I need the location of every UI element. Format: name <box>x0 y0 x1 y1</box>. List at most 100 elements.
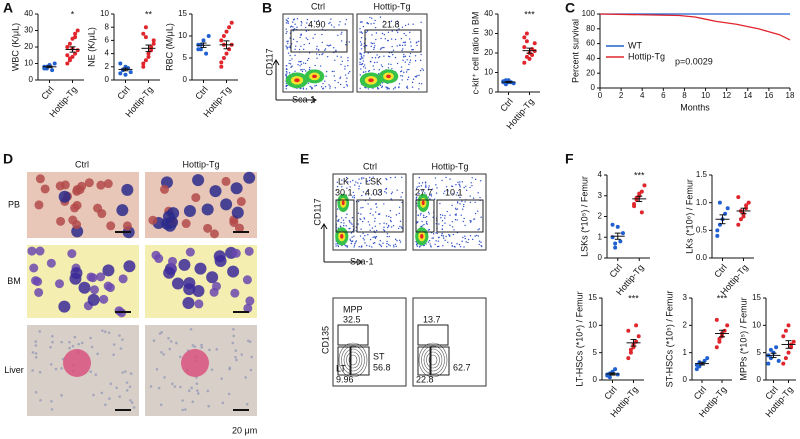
y-axis-label: CD135 <box>320 326 330 354</box>
cell <box>221 401 225 405</box>
flow-event <box>358 178 360 180</box>
cell <box>234 349 238 352</box>
flow-event <box>457 181 459 184</box>
flow-event <box>360 43 363 45</box>
flow-event <box>427 189 429 191</box>
flow-event <box>444 215 446 217</box>
flow-event <box>403 32 405 35</box>
flow-event <box>418 176 421 179</box>
cell <box>118 395 121 398</box>
cell <box>125 389 129 392</box>
flow-event <box>372 214 374 216</box>
flow-event <box>313 20 316 22</box>
flow-event <box>361 56 363 59</box>
flow-event <box>345 225 347 227</box>
cell <box>38 330 42 333</box>
flow-event <box>389 210 392 212</box>
y-tick-label: 0 <box>593 375 598 384</box>
flow-event <box>474 235 476 237</box>
data-point <box>636 334 641 339</box>
flow-event <box>420 21 422 24</box>
flow-event <box>285 68 288 70</box>
cell <box>171 277 184 290</box>
data-point <box>725 206 730 211</box>
flow-event <box>359 58 362 60</box>
flow-event <box>300 63 303 65</box>
gate <box>350 346 370 376</box>
flow-event <box>368 179 371 182</box>
flow-event <box>330 24 333 26</box>
flow-event <box>363 55 365 57</box>
flow-event <box>425 184 427 186</box>
row-label: PB <box>8 199 20 209</box>
cell <box>34 344 38 347</box>
cell <box>159 184 169 194</box>
cell <box>108 397 111 400</box>
data-point <box>224 29 229 34</box>
gate-value: 30.1 <box>335 187 353 197</box>
flow-event <box>430 193 432 195</box>
data-point <box>224 51 229 56</box>
cell <box>201 203 214 216</box>
cell <box>70 203 80 213</box>
flow-event <box>360 68 362 70</box>
flow-event <box>456 243 458 245</box>
liver-lesion <box>181 349 209 377</box>
flow-event <box>422 214 425 217</box>
flow-event <box>337 81 339 84</box>
flow-event <box>379 244 382 246</box>
flow-event <box>355 181 357 183</box>
cell <box>193 345 197 348</box>
cell <box>34 390 38 394</box>
flow-event <box>286 72 288 74</box>
flow-event <box>382 242 384 244</box>
flow-event <box>394 56 397 59</box>
gate <box>290 29 348 53</box>
flow-event <box>289 26 292 28</box>
flow-event <box>419 214 422 216</box>
flow-event <box>391 68 393 70</box>
flow-event <box>451 185 454 188</box>
flow-event <box>383 203 385 205</box>
flow-event <box>386 226 389 229</box>
flow-event <box>359 61 361 64</box>
cell <box>92 393 95 397</box>
flow-event <box>418 182 421 184</box>
x-tick-label: Ctrl <box>115 84 132 101</box>
flow-event <box>360 44 362 47</box>
flow-event <box>469 195 471 197</box>
flow-event <box>375 235 378 238</box>
data-point <box>143 58 148 63</box>
flow-event <box>427 229 429 231</box>
flow-event <box>347 72 350 74</box>
panel-letter: A <box>3 0 13 16</box>
flow-event <box>400 196 402 198</box>
flow-event <box>390 226 393 228</box>
flow-event <box>381 65 384 68</box>
gate-value: 27.7 <box>415 187 433 197</box>
x-axis-label: Months <box>680 102 710 112</box>
x-axis-label: Sca-1 <box>292 94 316 104</box>
cell <box>227 392 231 396</box>
flow-event <box>360 63 363 66</box>
contour <box>338 342 368 378</box>
flow-event <box>287 17 289 19</box>
flow-event <box>464 224 466 227</box>
flow-event <box>471 177 473 179</box>
flow-event <box>360 55 363 57</box>
flow-event <box>417 221 419 223</box>
flow-event <box>347 59 349 62</box>
x-tick-label: 8 <box>682 91 687 100</box>
flow-event <box>365 31 367 34</box>
cell <box>163 376 166 379</box>
flow-event <box>372 65 374 67</box>
cell <box>89 285 99 295</box>
flow-event <box>390 20 393 22</box>
flow-event <box>404 44 406 46</box>
flow-event <box>386 242 388 245</box>
flow-event <box>351 236 353 238</box>
flow-event <box>286 84 289 87</box>
flow-event <box>346 245 348 247</box>
cell <box>55 279 65 289</box>
flow-event <box>362 206 364 209</box>
